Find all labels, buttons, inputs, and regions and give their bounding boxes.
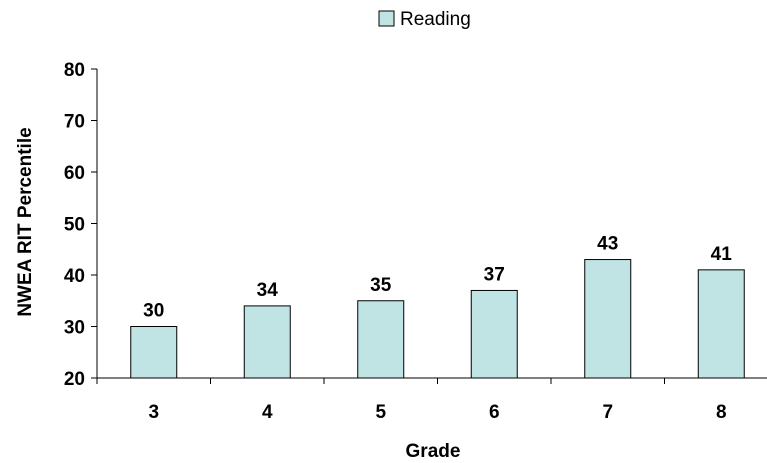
x-tick-label: 8 [716, 402, 727, 423]
bar [243, 305, 291, 379]
data-label: 34 [257, 280, 279, 301]
x-tick-label: 4 [262, 402, 273, 423]
bar [470, 289, 518, 379]
y-tick-label: 50 [64, 215, 85, 236]
y-ticks: 20 30 40 50 60 70 80 [64, 60, 97, 390]
y-tick-label: 70 [64, 112, 85, 133]
legend-label-reading: Reading [400, 9, 471, 30]
x-tick-label: 5 [375, 402, 386, 423]
y-axis-title: NWEA RIT Percentile [15, 127, 36, 316]
y-tick-label: 40 [64, 266, 85, 287]
y-tick-label: 60 [64, 163, 85, 184]
bar [130, 326, 178, 379]
x-axis-title: Grade [406, 441, 461, 462]
legend-swatch-reading [378, 10, 395, 27]
data-label: 30 [143, 301, 164, 322]
x-tick-label: 6 [489, 402, 500, 423]
x-tick-label: 3 [148, 402, 159, 423]
x-tick-label: 7 [602, 402, 613, 423]
y-tick-label: 80 [64, 60, 85, 81]
data-label: 43 [597, 234, 618, 255]
y-tick-label: 30 [64, 318, 85, 339]
data-labels: 30 34 35 37 43 41 [143, 234, 732, 322]
bars [130, 259, 745, 379]
data-label: 37 [484, 264, 505, 285]
bar [584, 259, 632, 379]
bar [697, 269, 745, 379]
y-tick-label: 20 [64, 369, 85, 390]
data-label: 41 [711, 244, 733, 265]
x-ticks: 3 4 5 6 7 8 [96, 378, 727, 423]
bar [357, 300, 405, 379]
data-label: 35 [370, 275, 392, 296]
legend: Reading [378, 9, 471, 30]
